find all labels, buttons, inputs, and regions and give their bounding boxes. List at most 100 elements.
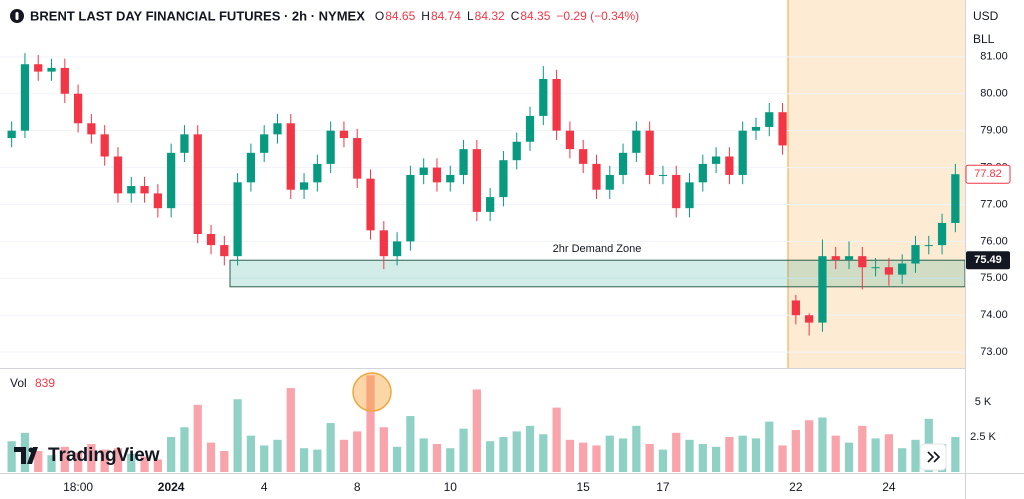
x-tick-label: 8 — [354, 480, 361, 494]
candle-body — [751, 126, 761, 131]
candle-body — [127, 186, 136, 194]
volume-bar — [34, 451, 43, 472]
volume-bar — [898, 448, 907, 472]
volume-bar — [579, 442, 588, 472]
volume-bar — [645, 444, 654, 472]
volume-bar — [379, 427, 388, 472]
volume-bar — [658, 449, 668, 472]
candle-body — [525, 115, 535, 142]
volume-bar — [486, 441, 495, 472]
candle-body — [858, 256, 867, 268]
x-tick-label: 4 — [261, 480, 268, 494]
volume-bar — [672, 432, 681, 472]
y-tick-label: 75.00 — [980, 272, 1008, 284]
y-tick-label: 77.00 — [980, 198, 1008, 210]
x-tick-label: 18:00 — [63, 480, 93, 494]
candle-body — [711, 156, 721, 164]
volume-bar — [419, 438, 428, 472]
ohlc-label: H — [421, 9, 430, 23]
volume-bar — [951, 437, 960, 472]
candle-body — [539, 78, 548, 116]
candle-body — [685, 182, 694, 209]
y-tick-label: 80.00 — [980, 88, 1008, 100]
x-tick-label: 15 — [577, 480, 591, 494]
volume-bar — [233, 399, 242, 472]
candle-body — [446, 174, 455, 183]
candle-body — [618, 152, 628, 175]
currency[interactable]: USD — [973, 9, 999, 23]
volume-bar — [299, 448, 309, 472]
ohlc-label: O — [375, 9, 384, 23]
volume-bar — [605, 435, 614, 472]
candle-body — [632, 130, 641, 153]
candle-body — [299, 182, 309, 190]
unit[interactable]: BLL — [973, 32, 995, 46]
volume-bar — [592, 445, 601, 472]
volume-bar — [153, 459, 162, 472]
ohlc-label: C — [511, 9, 520, 23]
candle-body — [432, 167, 442, 183]
candle-body — [87, 123, 96, 135]
volume-bar — [685, 439, 694, 472]
volume-bar — [366, 375, 375, 472]
volume-bar — [260, 445, 269, 472]
zone-price-box — [966, 251, 1010, 270]
candle-body — [313, 163, 322, 183]
volume-bar — [618, 438, 628, 472]
candle-body — [592, 163, 601, 190]
x-tick-label: 2024 — [158, 480, 185, 494]
candle-body — [286, 123, 295, 190]
brand-logo[interactable]: TradingView — [14, 445, 160, 466]
candle-body — [167, 152, 176, 209]
candle-body — [419, 167, 428, 175]
volume-bar — [459, 428, 468, 472]
candle-body — [233, 182, 242, 257]
volume-bar — [884, 434, 894, 472]
candle-body — [565, 130, 575, 150]
volume-bar — [113, 448, 123, 472]
candle-body — [353, 138, 362, 179]
candle-body — [260, 134, 269, 153]
volume-bar — [432, 444, 442, 472]
candle-body — [871, 267, 880, 269]
volume-bar — [193, 404, 202, 472]
volume-bar — [392, 446, 402, 472]
last-price-box — [965, 164, 1011, 184]
x-tick-label: 17 — [656, 480, 670, 494]
candle-body — [831, 256, 840, 260]
volume-bar — [858, 425, 867, 472]
volume-bar — [472, 389, 481, 472]
scroll-button[interactable] — [919, 443, 947, 471]
volume-bar — [246, 435, 256, 472]
candle-body — [818, 256, 827, 323]
volume-bar — [725, 437, 734, 472]
candle-body — [778, 112, 787, 146]
x-tick-label: 22 — [789, 480, 803, 494]
candle-body — [698, 163, 707, 183]
candle-body — [738, 130, 747, 175]
candle-body — [658, 174, 668, 176]
candle-body — [672, 174, 681, 209]
candle-body — [7, 130, 16, 139]
last-price-label: 77.82 — [974, 168, 1002, 180]
volume-bar — [871, 438, 880, 472]
volume-bar — [765, 421, 774, 472]
volume-bar — [778, 445, 787, 472]
y-tick-label: 76.00 — [980, 235, 1008, 247]
candle-body — [73, 93, 83, 124]
candle-body — [951, 174, 960, 223]
candle-body — [884, 267, 894, 275]
volume-bar — [844, 442, 854, 472]
volume-bar — [313, 449, 322, 472]
volume-bar — [406, 416, 415, 472]
symbol-title[interactable]: BRENT LAST DAY FINANCIAL FUTURES · 2h · … — [30, 8, 365, 23]
volume-bar — [525, 425, 535, 472]
unit-box[interactable]: USD BLL — [966, 2, 1022, 56]
volume-bar — [220, 451, 229, 472]
volume-bar — [499, 437, 508, 472]
volume-bar — [7, 441, 16, 472]
candle-body — [339, 130, 349, 139]
candle-body — [100, 134, 109, 157]
candle-body — [605, 174, 614, 190]
volume-bar — [831, 435, 840, 472]
